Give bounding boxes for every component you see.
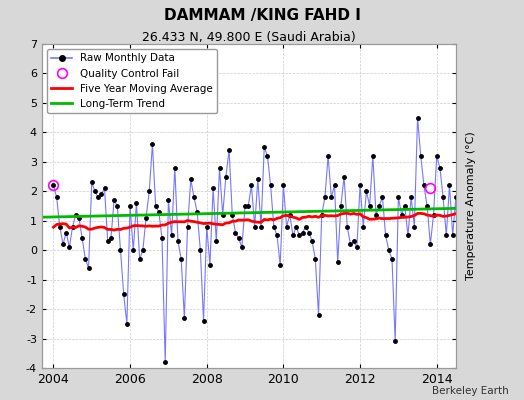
Title: 26.433 N, 49.800 E (Saudi Arabia): 26.433 N, 49.800 E (Saudi Arabia) — [142, 31, 356, 44]
Legend: Raw Monthly Data, Quality Control Fail, Five Year Moving Average, Long-Term Tren: Raw Monthly Data, Quality Control Fail, … — [47, 49, 217, 113]
Text: DAMMAM /KING FAHD I: DAMMAM /KING FAHD I — [163, 8, 361, 23]
Text: Berkeley Earth: Berkeley Earth — [432, 386, 508, 396]
Y-axis label: Temperature Anomaly (°C): Temperature Anomaly (°C) — [466, 132, 476, 280]
